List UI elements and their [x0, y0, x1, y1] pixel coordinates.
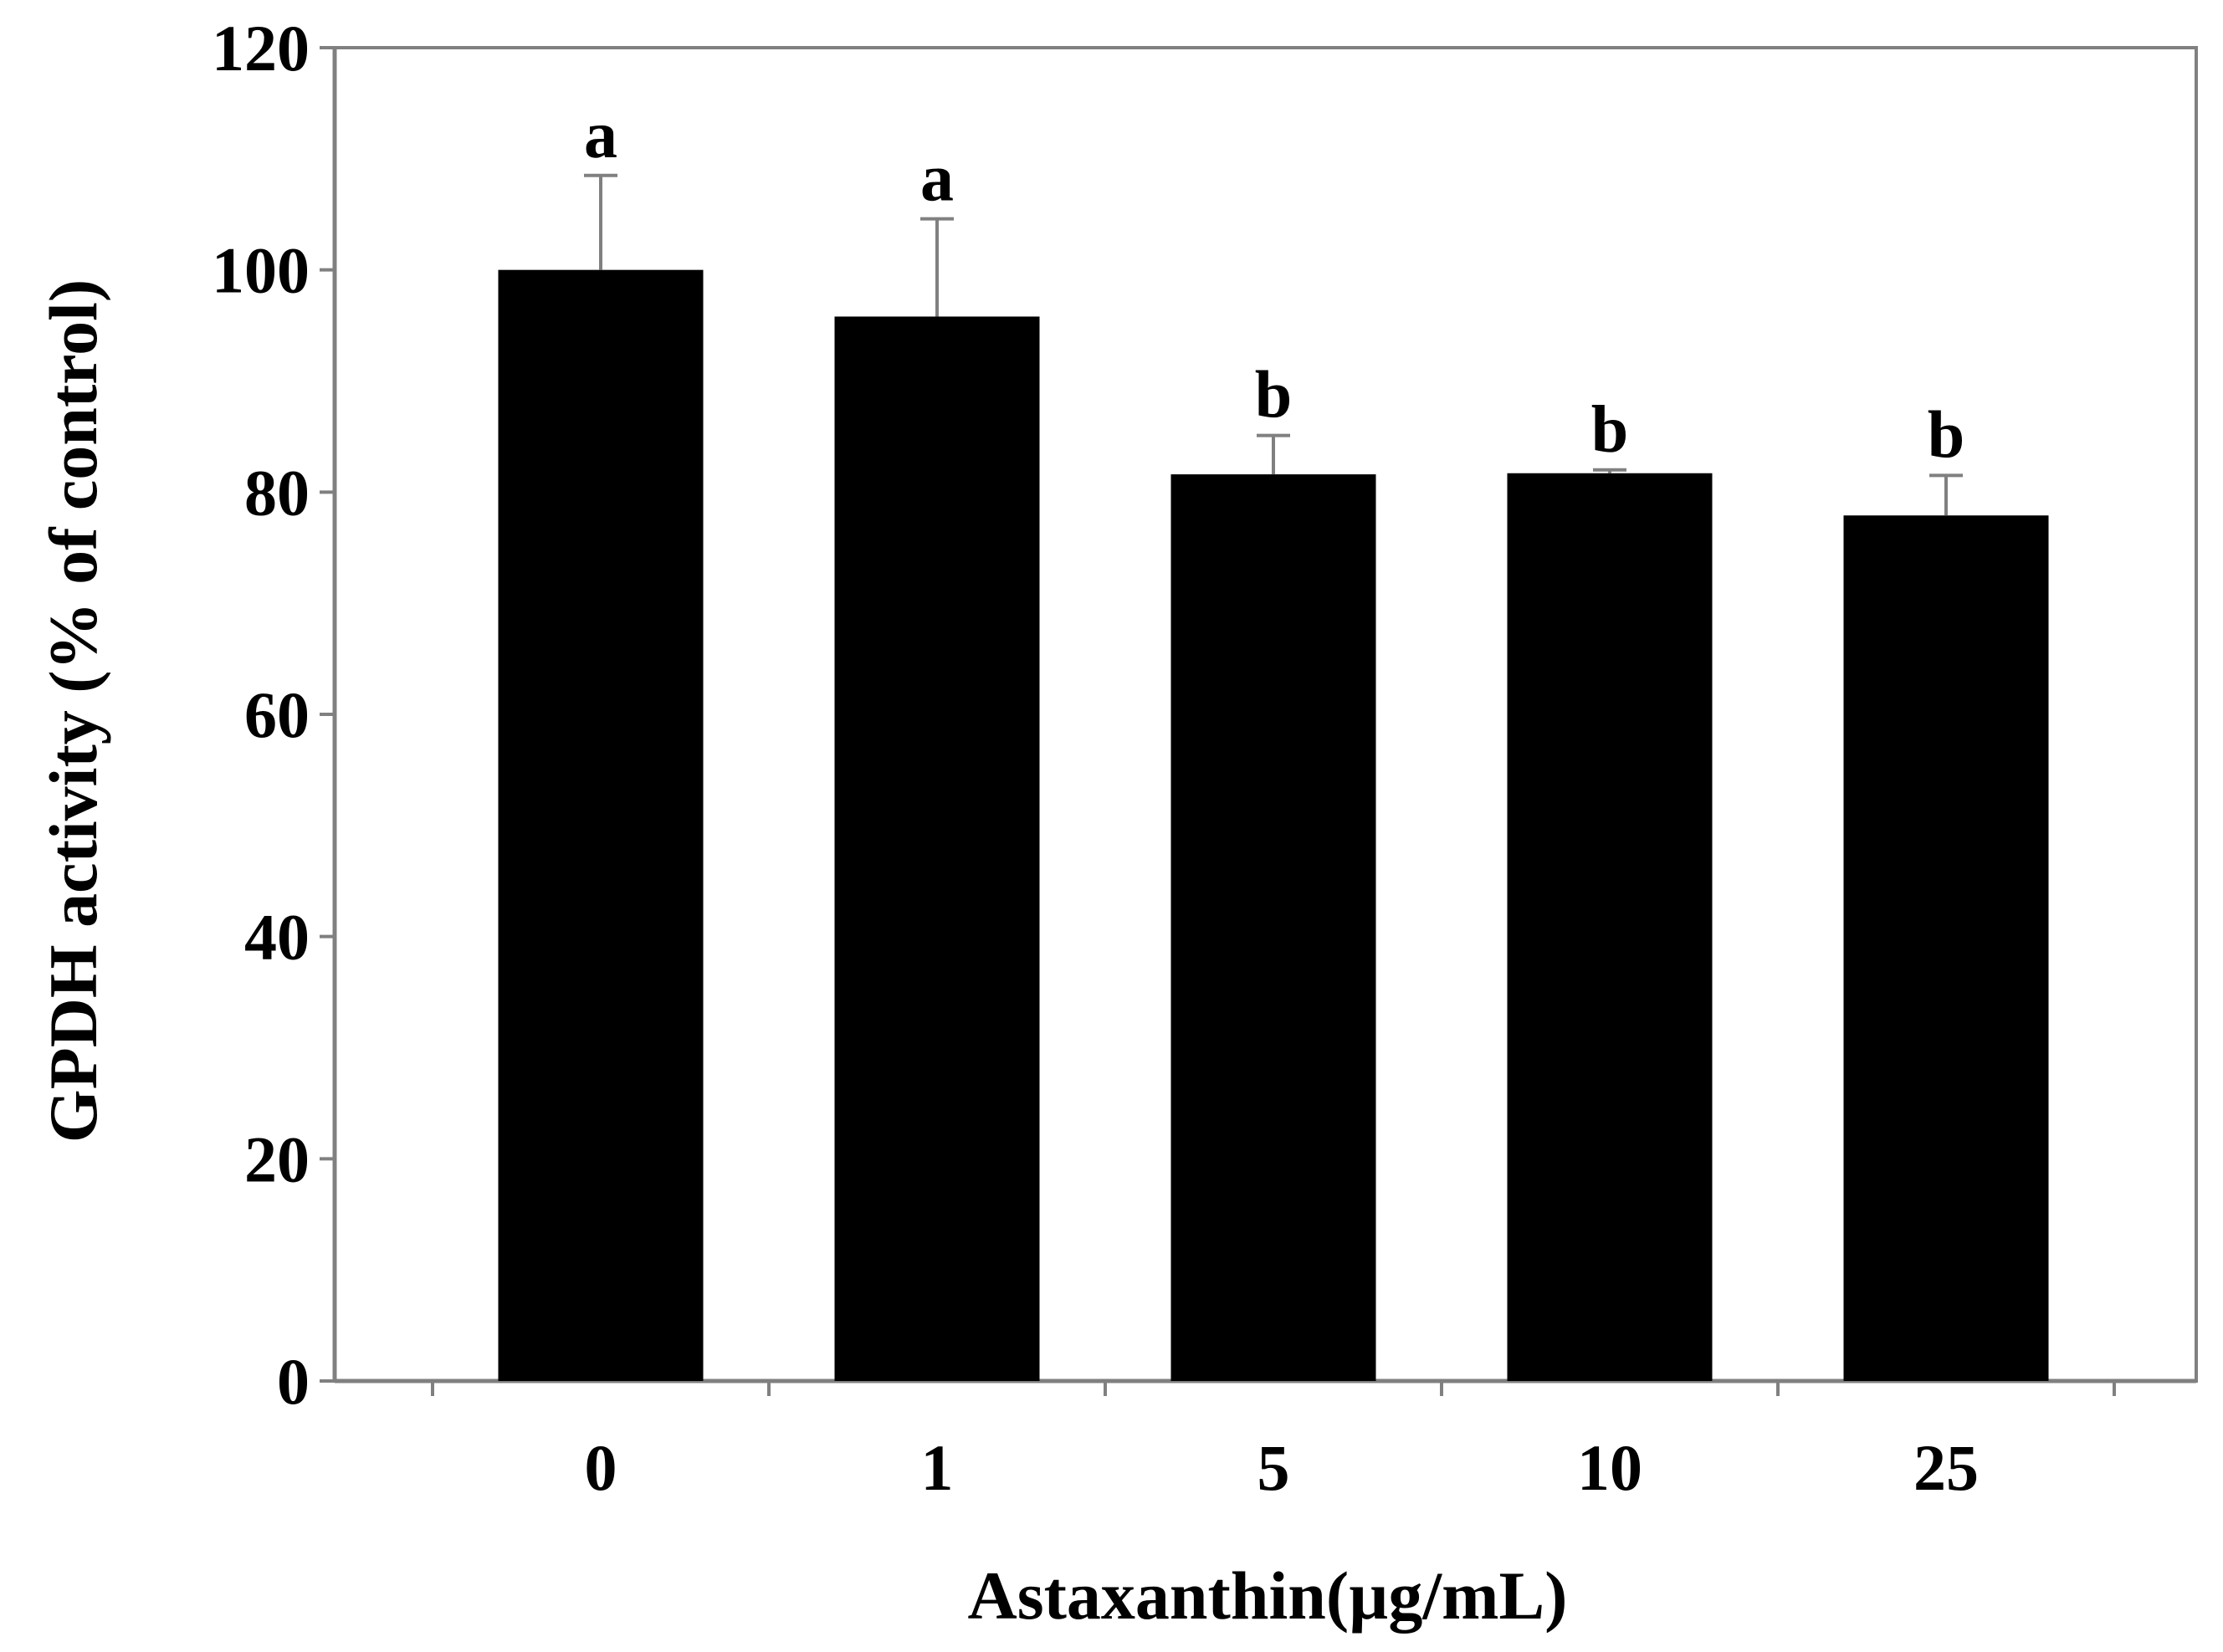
significance-label: a — [920, 142, 954, 216]
error-bars — [584, 173, 1963, 516]
x-axis-ticks: 0 1 5 10 25 — [431, 1381, 2116, 1504]
y-tick-label: 120 — [212, 12, 310, 84]
bar — [1843, 515, 2049, 1382]
x-tick-label: 10 — [1577, 1431, 1642, 1504]
x-tick-label: 25 — [1913, 1431, 1979, 1504]
y-axis-label: GPDH activity (% of control) — [35, 279, 111, 1143]
x-axis-label: Astaxanthin(µg/mL) — [968, 1557, 1568, 1634]
significance-label: a — [584, 99, 617, 172]
bar — [834, 316, 1040, 1381]
x-tick-label: 0 — [585, 1431, 617, 1504]
significance-labels: a a b b b — [584, 99, 1964, 473]
bar — [498, 269, 704, 1382]
significance-label: b — [1255, 359, 1293, 432]
y-axis-ticks: 0 20 40 60 80 100 120 — [212, 12, 335, 1418]
y-tick-label: 100 — [212, 234, 310, 307]
y-tick-label: 60 — [244, 678, 310, 751]
y-tick-label: 80 — [244, 456, 310, 529]
significance-label: b — [1928, 398, 1965, 472]
bars — [498, 269, 2049, 1382]
y-tick-label: 40 — [244, 901, 310, 974]
y-tick-label: 20 — [244, 1123, 310, 1195]
x-tick-label: 1 — [921, 1431, 954, 1504]
significance-label: b — [1591, 393, 1629, 467]
bar — [1170, 474, 1376, 1381]
x-tick-label: 5 — [1257, 1431, 1290, 1504]
bar — [1507, 473, 1713, 1381]
y-tick-label: 0 — [277, 1345, 310, 1418]
